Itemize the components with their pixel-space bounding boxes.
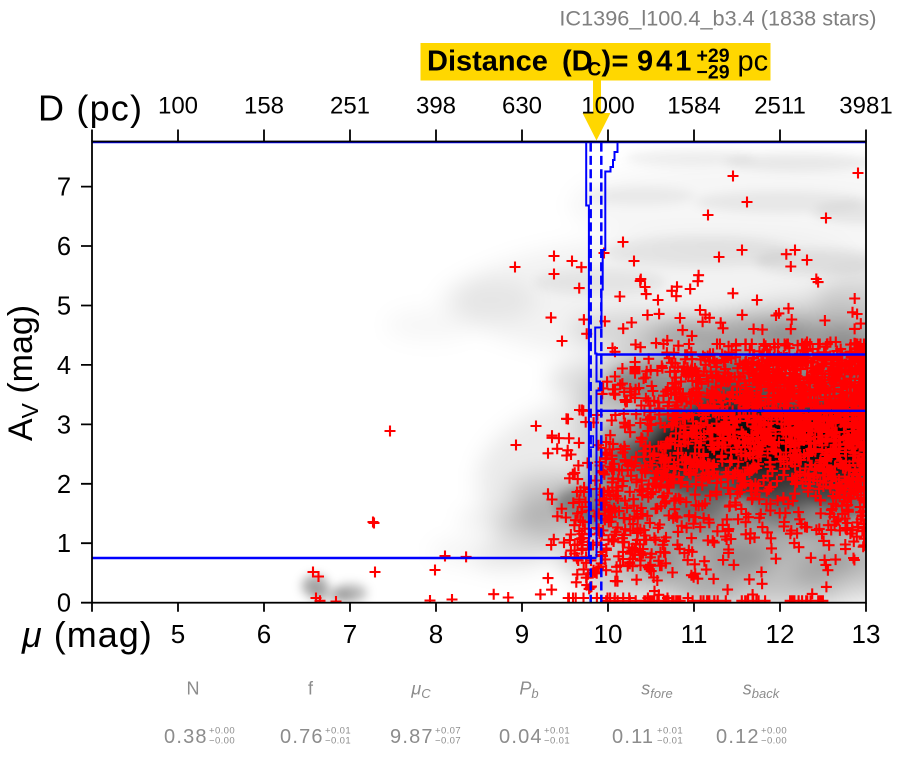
svg-text:100: 100 [158, 93, 198, 120]
svg-text:2511: 2511 [754, 93, 806, 120]
svg-text:7: 7 [57, 174, 71, 202]
svg-text:+0.00: +0.00 [209, 726, 235, 737]
svg-text:−0.00: −0.00 [761, 736, 787, 747]
svg-text:0.38: 0.38 [164, 726, 208, 748]
svg-text:6: 6 [57, 233, 71, 261]
svg-text:+0.01: +0.01 [544, 726, 570, 737]
svg-text:398: 398 [416, 93, 456, 120]
svg-text:7: 7 [343, 619, 357, 649]
svg-text:−0.01: −0.01 [544, 736, 570, 747]
svg-text:4: 4 [57, 352, 71, 380]
svg-text:12: 12 [766, 619, 795, 649]
svg-text:251: 251 [330, 93, 370, 120]
svg-text:0.76: 0.76 [280, 726, 324, 748]
svg-text:9.87: 9.87 [390, 726, 434, 748]
svg-text:6: 6 [257, 619, 271, 649]
svg-text:C: C [588, 60, 602, 81]
svg-text:+29: +29 [697, 45, 730, 67]
svg-text:−0.00: −0.00 [209, 736, 235, 747]
svg-text:AV (mag): AV (mag) [2, 305, 43, 441]
svg-text:0.12: 0.12 [716, 726, 760, 748]
svg-text:5: 5 [57, 293, 71, 321]
svg-text:+0.00: +0.00 [761, 726, 787, 737]
svg-text:−0.01: −0.01 [325, 736, 351, 747]
svg-text:0.11: 0.11 [612, 726, 654, 748]
svg-text:158: 158 [244, 93, 284, 120]
svg-text:=: = [612, 46, 629, 78]
svg-text:): ) [602, 46, 612, 78]
svg-text:3: 3 [57, 411, 71, 439]
svg-text:(D: (D [562, 46, 593, 78]
svg-text:f: f [308, 679, 314, 699]
svg-text:5: 5 [171, 619, 185, 649]
svg-text:−29: −29 [697, 62, 730, 84]
svg-text:13: 13 [852, 619, 881, 649]
svg-text:9: 9 [515, 619, 529, 649]
svg-text:1: 1 [57, 530, 71, 558]
svg-text:3981: 3981 [839, 93, 892, 120]
svg-text:8: 8 [429, 619, 443, 649]
svg-text:−0.01: −0.01 [657, 736, 683, 747]
svg-text:N: N [187, 679, 200, 699]
svg-text:+0.01: +0.01 [325, 726, 351, 737]
svg-text:2: 2 [57, 471, 71, 499]
svg-text:11: 11 [681, 619, 708, 649]
svg-text:IC1396_l100.4_b3.4 (1838 stars: IC1396_l100.4_b3.4 (1838 stars) [559, 6, 876, 31]
svg-text:pc: pc [738, 46, 769, 78]
svg-text:+0.01: +0.01 [657, 726, 683, 737]
svg-text:0: 0 [57, 590, 71, 618]
svg-text:941: 941 [637, 46, 694, 78]
svg-text:1584: 1584 [667, 93, 720, 120]
svg-text:1000: 1000 [581, 93, 634, 120]
svg-text:630: 630 [502, 93, 542, 120]
svg-text:D (pc): D (pc) [38, 88, 143, 129]
svg-text:Distance: Distance [427, 46, 548, 78]
svg-text:10: 10 [594, 619, 623, 649]
svg-text:−0.07: −0.07 [435, 736, 461, 747]
svg-text:+0.07: +0.07 [435, 726, 461, 737]
svg-text:μ (mag): μ (mag) [21, 614, 153, 655]
svg-text:0.04: 0.04 [499, 726, 543, 748]
